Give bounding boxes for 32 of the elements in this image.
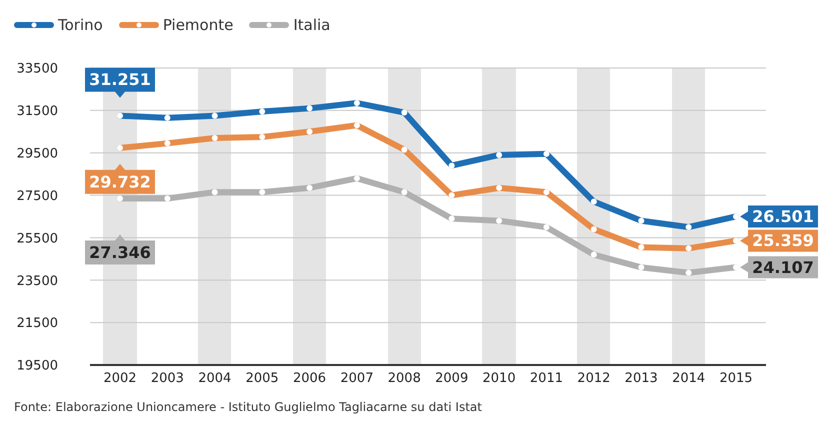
x-tick-label: 2013 [624,371,658,386]
y-tick-label: 23500 [16,274,58,289]
data-label: 27.346 [89,243,151,262]
x-tick-label: 2009 [435,371,468,386]
x-tick-label: 2004 [198,371,232,386]
data-label: 29.732 [89,172,151,192]
x-tick-label: 2003 [150,371,184,386]
y-tick-label: 21500 [16,316,58,332]
y-tick-label: 31500 [16,104,58,120]
x-tick-label: 2006 [292,371,326,386]
legend-label: Torino [58,16,103,34]
data-label: 31.251 [89,70,151,90]
y-tick-label: 25500 [16,231,58,246]
legend-label: Piemonte [162,16,234,34]
data-label: 26.501 [752,206,814,226]
x-tick-label: 2008 [388,371,421,386]
x-tick-label: 2007 [340,371,374,386]
y-tick-label: 27500 [16,188,58,204]
x-tick-label: 2012 [577,371,610,386]
x-tick-label: 2010 [482,371,516,386]
x-tick-label: 2005 [246,371,279,386]
x-tick-label: 2011 [530,371,564,386]
source-note: Fonte: Elaborazione Unioncamere - Istituto Guglielmo Tagliacarne su dati Istat [14,400,482,414]
y-tick-label: 19500 [16,358,58,374]
y-tick-label: 33500 [16,62,58,77]
y-tick-label: 29500 [16,146,58,162]
x-tick-label: 2014 [672,371,706,386]
data-label: 25.359 [752,231,814,250]
data-label: 24.107 [752,258,814,277]
x-tick-label: 2002 [103,371,137,386]
x-tick-label: 2015 [719,371,753,386]
legend-label: Italia [293,16,330,34]
